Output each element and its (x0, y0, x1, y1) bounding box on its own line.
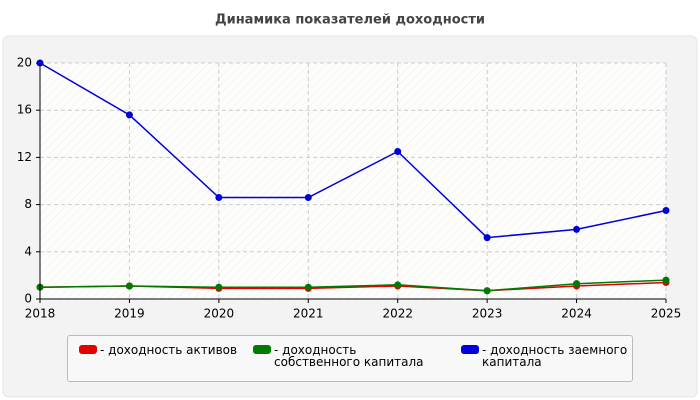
x-tick-label: 2020 (204, 307, 235, 321)
x-tick-label: 2025 (651, 307, 682, 321)
x-tick-label: 2023 (472, 307, 503, 321)
x-tick-label: 2024 (561, 307, 592, 321)
point (483, 234, 491, 242)
y-tick-label: 12 (17, 150, 32, 164)
x-tick-label: 2022 (382, 307, 413, 321)
x-tick-label: 2019 (114, 307, 145, 321)
y-tick-label: 0 (24, 292, 32, 306)
series-line (39, 279, 667, 292)
series-line (39, 62, 667, 239)
point (215, 283, 223, 291)
legend-label: - доходность заемного капитала (482, 343, 628, 369)
point (483, 287, 491, 295)
point (573, 225, 581, 233)
legend-label: - доходность собственного капитала (274, 343, 424, 369)
point (662, 207, 670, 214)
legend: - доходность активов - доходность собстве… (67, 335, 633, 382)
x-tick-label: 2021 (293, 307, 324, 321)
legend-item: - доходность собственного капитала (253, 344, 424, 368)
point (394, 148, 402, 155)
point (125, 111, 133, 119)
point (215, 194, 223, 202)
legend-swatch (79, 345, 97, 354)
point (125, 282, 133, 290)
point (573, 280, 581, 288)
y-tick-label: 16 (17, 103, 32, 117)
legend-swatch (253, 345, 271, 354)
legend-item: - доходность заемного капитала (461, 344, 632, 368)
legend-label: - доходность активов (100, 343, 238, 357)
chart-title: Динамика показателей доходности (215, 13, 485, 28)
legend-swatch (461, 345, 479, 354)
point (662, 276, 670, 284)
plot-hatch (40, 63, 666, 299)
y-tick-label: 4 (24, 244, 32, 258)
x-tick-label: 2018 (25, 307, 56, 321)
y-tick-label: 8 (24, 197, 32, 211)
point (304, 194, 312, 202)
legend-item: - доходность активов (79, 344, 250, 356)
point (394, 281, 402, 289)
y-tick-label: 20 (17, 56, 32, 70)
point (304, 283, 312, 291)
